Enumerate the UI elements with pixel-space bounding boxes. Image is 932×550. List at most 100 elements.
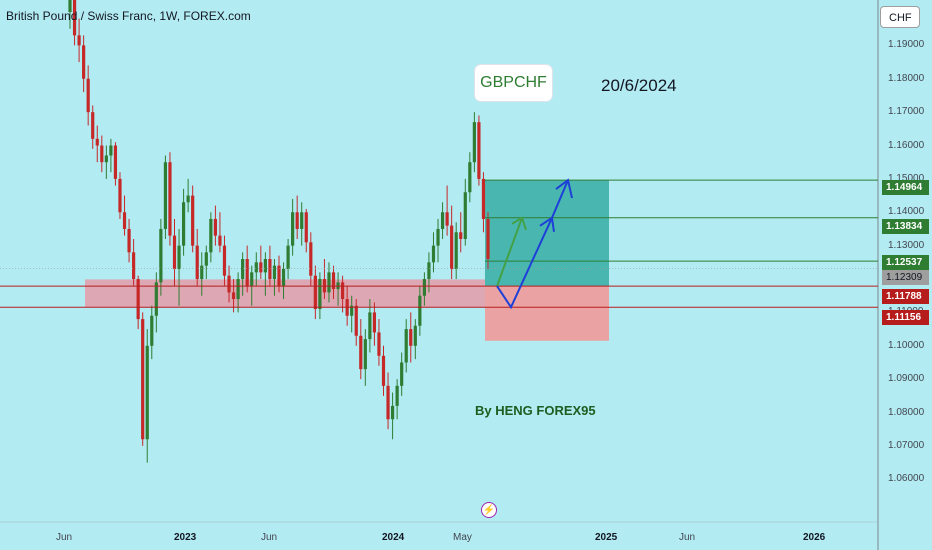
candle-body (486, 218, 490, 259)
price-tick-label: 1.15000 (888, 172, 925, 184)
candle-body (309, 242, 313, 276)
projection-green-arrowhead (511, 216, 527, 231)
candle-body (91, 112, 95, 139)
candle-body (281, 269, 286, 286)
price-tick-label: 1.06000 (888, 473, 925, 485)
candle-body (268, 259, 272, 280)
price-tag-target-1: 1.13834 (882, 219, 929, 234)
candle-body (450, 225, 454, 270)
candle-body (100, 145, 104, 163)
candle-body (381, 355, 386, 386)
candle-body (209, 218, 213, 253)
candle-body (113, 145, 118, 179)
candle-body (109, 145, 113, 156)
candle-body (136, 279, 140, 320)
price-tick-label: 1.07000 (888, 439, 925, 451)
candle-body (454, 232, 458, 270)
candle-body (72, 0, 77, 36)
time-tick-label: Jun (261, 532, 278, 543)
candle-body (218, 235, 222, 246)
candle-body (400, 362, 404, 386)
price-tick-label: 1.19000 (888, 39, 925, 51)
candle-body (481, 178, 486, 219)
candle-body (341, 282, 345, 300)
candle-body (368, 312, 372, 340)
candle-body (191, 195, 195, 246)
candle-body (200, 265, 204, 280)
candle-body (127, 228, 131, 253)
candle-body (145, 345, 149, 440)
currency-button[interactable]: CHF (880, 6, 920, 28)
price-tag-target-2: 1.14964 (882, 180, 929, 195)
projection-blue-line (496, 179, 569, 310)
candle-body (195, 245, 199, 280)
candle-body (440, 212, 445, 229)
candle-body (150, 315, 154, 346)
candle-body (404, 329, 408, 363)
price-tick-label: 1.13000 (888, 239, 925, 251)
price-tag-zone-top: 1.11788 (882, 289, 929, 304)
candle-body (459, 232, 463, 239)
price-tag-zone-bottom: 1.11156 (882, 310, 929, 325)
candle-body (463, 192, 467, 239)
projection-blue-arrowhead-1 (539, 216, 555, 232)
time-tick-label: 2025 (595, 532, 618, 543)
candle-body (331, 272, 336, 290)
time-tick-label: Jun (679, 532, 696, 543)
candle-body (318, 279, 322, 310)
stop-zone (485, 286, 609, 341)
price-tick-label: 1.16000 (888, 139, 925, 151)
candle-body (159, 228, 163, 283)
time-tick-label: May (453, 532, 472, 543)
candle-body (372, 312, 377, 333)
chart-title: British Pound / Swiss Franc, 1W, FOREX.c… (6, 9, 251, 23)
candle-body (263, 259, 267, 273)
candle-body (95, 138, 99, 146)
candle-body (236, 279, 240, 300)
price-tick-label: 1.09000 (888, 373, 925, 385)
candle-body (313, 275, 317, 310)
candle-body (300, 212, 304, 229)
candle-body (77, 35, 81, 46)
candle-body (154, 282, 158, 316)
candle-body (409, 329, 413, 346)
projection-blue-arrowhead-2 (555, 178, 573, 199)
date-annotation: 20/6/2024 (601, 76, 677, 95)
candle-body (468, 162, 472, 193)
candle-body (390, 405, 395, 420)
candle-body (445, 212, 449, 226)
candle-body (359, 335, 363, 370)
candle-body (304, 212, 308, 243)
candle-body (104, 155, 108, 163)
candle-body (68, 0, 72, 13)
time-tick-label: 2026 (803, 532, 826, 543)
candle-body (118, 178, 122, 213)
candle-body (177, 245, 181, 270)
candle-body (291, 212, 295, 246)
price-tick-label: 1.18000 (888, 72, 925, 84)
candle-body (141, 319, 145, 440)
candle-body (163, 162, 168, 229)
candle-body (436, 228, 440, 246)
candle-body (82, 45, 86, 79)
candle-body (222, 245, 227, 276)
candle-body (286, 245, 290, 270)
candle-body (413, 325, 417, 346)
candle-body (472, 122, 476, 163)
candle-body (204, 252, 208, 266)
candle-body (132, 252, 136, 280)
symbol-label: GBPCHF (474, 64, 553, 102)
candle-body (122, 212, 127, 229)
candle-body (213, 218, 217, 236)
candle-body (254, 262, 258, 273)
candle-body (241, 259, 245, 280)
time-tick-label: 2023 (174, 532, 197, 543)
candle-body (363, 339, 367, 370)
projection-green-line (496, 217, 523, 287)
time-tick-label: Jun (56, 532, 73, 543)
lightning-icon[interactable]: ⚡ (481, 502, 497, 518)
price-tag-current: 1.12309 (882, 270, 929, 285)
candle-body (422, 279, 426, 296)
